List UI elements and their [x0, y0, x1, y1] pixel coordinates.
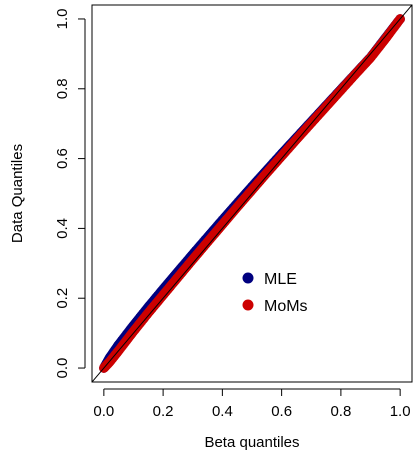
- x-tick-label: 0.4: [212, 403, 233, 420]
- y-tick-label: 0.0: [54, 358, 71, 379]
- y-tick-label: 0.2: [54, 288, 71, 309]
- series-moms: [99, 14, 405, 373]
- x-tick-label: 0.0: [93, 403, 114, 420]
- series-layer: [99, 14, 405, 373]
- legend-label: MoMs: [264, 298, 308, 315]
- x-axis: 0.0 0.2 0.4 0.6 0.8 1.0: [93, 388, 411, 420]
- plot-frame: [91, 4, 413, 383]
- legend-item-moms: MoMs: [242, 298, 308, 315]
- legend: MLE MoMs: [242, 271, 308, 315]
- y-axis: 0.0 0.2 0.4 0.6 0.8 1.0: [54, 9, 86, 379]
- y-tick-label: 0.6: [54, 148, 71, 169]
- y-tick-label: 0.8: [54, 78, 71, 99]
- reference-line: [92, 5, 412, 382]
- legend-item-mle: MLE: [242, 271, 297, 288]
- x-tick-label: 1.0: [390, 403, 411, 420]
- y-tick-label: 0.4: [54, 218, 71, 239]
- x-tick-label: 0.8: [330, 403, 351, 420]
- legend-swatch: [242, 272, 254, 284]
- x-axis-title: Beta quantiles: [204, 434, 299, 451]
- legend-swatch: [242, 299, 254, 311]
- y-axis-title: Data Quantiles: [9, 144, 26, 243]
- x-tick-label: 0.2: [153, 403, 174, 420]
- legend-label: MLE: [264, 271, 297, 288]
- x-tick-label: 0.6: [271, 403, 292, 420]
- y-tick-label: 1.0: [54, 9, 71, 30]
